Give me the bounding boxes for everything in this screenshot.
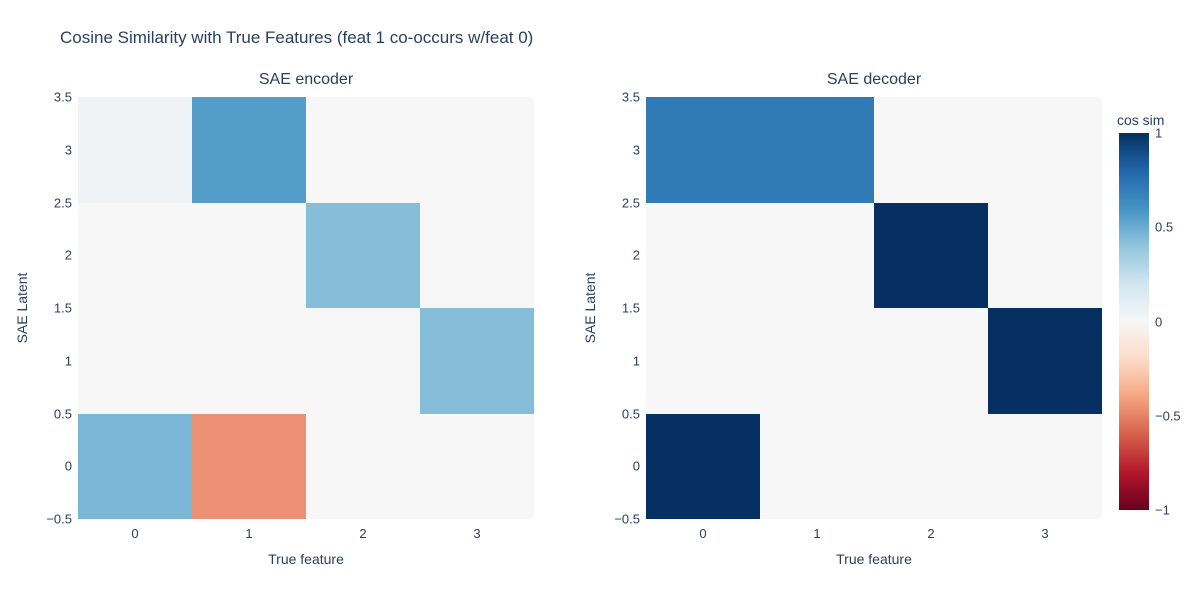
- decoder-subplot: SAE decoder SAE Latent True feature 3.5 3…: [582, 71, 1102, 567]
- colorbar-tick-label: 1: [1155, 125, 1163, 141]
- x-tick-label: 2: [359, 526, 367, 541]
- decoder-y-axis-title: SAE Latent: [582, 272, 598, 344]
- y-tick-label: 2.5: [621, 195, 640, 210]
- decoder-heatmap-plot-area[interactable]: [646, 97, 1102, 519]
- x-tick-label: 0: [131, 526, 139, 541]
- heatmap-cell: [760, 97, 874, 203]
- heatmap-cell: [988, 97, 1102, 203]
- heatmap-cell: [78, 308, 192, 414]
- heatmap-cell: [78, 202, 192, 308]
- heatmap-cell: [646, 308, 760, 414]
- heatmap-cell: [192, 202, 306, 308]
- y-tick-label: 3.5: [621, 89, 640, 105]
- heatmap-cell: [760, 202, 874, 308]
- heatmap-cell: [646, 202, 760, 308]
- y-tick-label: 1.5: [53, 300, 72, 316]
- encoder-subplot: SAE encoder SAE Latent True feature 3.5 3…: [14, 71, 534, 567]
- heatmap-cell: [988, 308, 1102, 414]
- heatmap-cell: [988, 413, 1102, 519]
- y-tick-label: 0.5: [53, 406, 72, 421]
- heatmap-cell: [420, 202, 534, 308]
- heatmap-cell: [760, 308, 874, 414]
- y-tick-label: 1.5: [621, 300, 640, 316]
- heatmap-cell: [78, 413, 192, 519]
- heatmap-cell: [306, 202, 420, 308]
- encoder-x-axis-title: True feature: [268, 551, 344, 567]
- heatmap-cell: [874, 202, 988, 308]
- y-tick-label: 3.5: [53, 89, 72, 105]
- heatmap-cell: [646, 97, 760, 203]
- y-tick-label: 1: [632, 353, 640, 369]
- colorbar-tick-label: 0.5: [1155, 219, 1174, 235]
- heatmap-cell: [760, 413, 874, 519]
- heatmap-cell: [306, 97, 420, 203]
- heatmap-cell: [420, 308, 534, 414]
- x-tick-label: 3: [473, 526, 481, 541]
- x-tick-label: 0: [699, 526, 707, 541]
- figure-title: Cosine Similarity with True Features (fe…: [60, 28, 534, 47]
- heatmap-cell: [306, 308, 420, 414]
- y-tick-label: 0: [632, 458, 640, 474]
- heatmap-cell: [420, 97, 534, 203]
- y-tick-label: −0.5: [46, 511, 72, 527]
- heatmap-cell: [192, 413, 306, 519]
- heatmap-cell: [874, 413, 988, 519]
- colorbar-gradient: [1119, 133, 1149, 510]
- y-tick-label: 1: [64, 353, 72, 369]
- decoder-subplot-title: SAE decoder: [826, 71, 922, 88]
- encoder-subplot-title: SAE encoder: [258, 71, 354, 88]
- y-tick-label: 2: [632, 247, 640, 263]
- heatmap-cell: [192, 97, 306, 203]
- heatmap-cell: [78, 97, 192, 203]
- colorbar-title: cos sim: [1117, 112, 1165, 128]
- encoder-heatmap-plot-area[interactable]: [78, 97, 534, 519]
- y-tick-label: −0.5: [614, 511, 640, 527]
- heatmap-cell: [988, 202, 1102, 308]
- heatmap-cell: [420, 413, 534, 519]
- colorbar: cos sim 1 0.5 0 −0.5 −1: [1117, 112, 1181, 517]
- y-tick-label: 0: [64, 458, 72, 474]
- colorbar-tick-label: −0.5: [1155, 408, 1181, 424]
- heatmap-cell: [306, 413, 420, 519]
- y-tick-label: 3: [64, 142, 72, 158]
- colorbar-tick-label: 0: [1155, 314, 1163, 329]
- heatmap-cell: [874, 97, 988, 203]
- encoder-y-axis-title: SAE Latent: [14, 272, 30, 344]
- colorbar-tick-label: −1: [1155, 502, 1170, 518]
- heatmap-cell: [192, 308, 306, 414]
- y-tick-label: 0.5: [621, 406, 640, 421]
- x-tick-label: 1: [813, 526, 821, 541]
- x-tick-label: 3: [1041, 526, 1049, 541]
- y-tick-label: 2.5: [53, 195, 72, 210]
- heatmap-cell: [646, 413, 760, 519]
- y-tick-label: 3: [632, 142, 640, 158]
- x-tick-label: 1: [245, 526, 253, 541]
- x-tick-label: 2: [927, 526, 935, 541]
- y-tick-label: 2: [64, 247, 72, 263]
- decoder-x-axis-title: True feature: [836, 551, 912, 567]
- heatmap-cell: [874, 308, 988, 414]
